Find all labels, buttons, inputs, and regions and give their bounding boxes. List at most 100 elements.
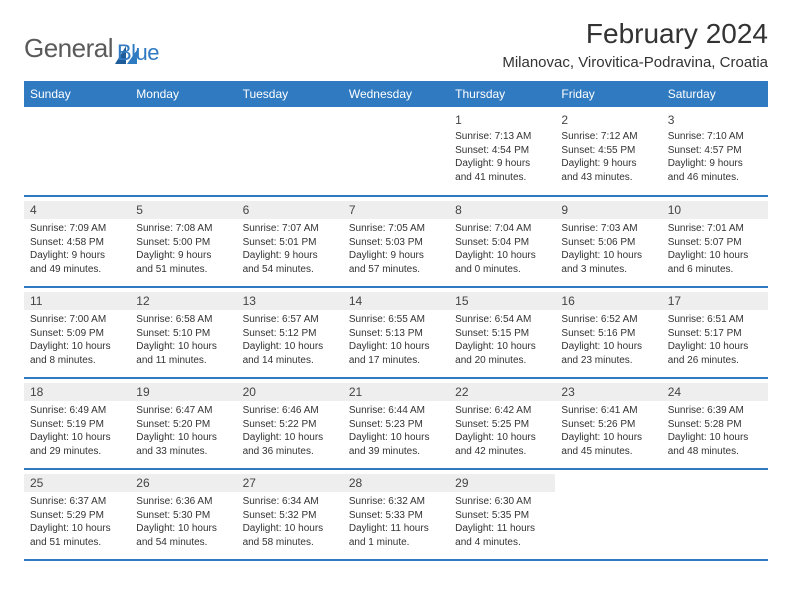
sunrise-text: Sunrise: 6:51 AM — [668, 313, 762, 327]
sunset-text: Sunset: 5:13 PM — [349, 327, 443, 341]
sunset-text: Sunset: 5:33 PM — [349, 509, 443, 523]
day-number: 29 — [449, 474, 555, 492]
sunset-text: Sunset: 5:15 PM — [455, 327, 549, 341]
sunset-text: Sunset: 5:10 PM — [136, 327, 230, 341]
day-number: 20 — [237, 383, 343, 401]
day-number: 8 — [449, 201, 555, 219]
daylight-text: Daylight: 9 hours and 49 minutes. — [30, 249, 124, 276]
day-cell: 10Sunrise: 7:01 AMSunset: 5:07 PMDayligh… — [662, 197, 768, 286]
day-number: 26 — [130, 474, 236, 492]
day-cell: 16 Sunrise: 6:52 AMSunset: 5:16 PMDayligh… — [555, 288, 661, 377]
sunrise-text: Sunrise: 7:13 AM — [455, 130, 549, 144]
daylight-text: Daylight: 9 hours and 51 minutes. — [136, 249, 230, 276]
day-cell: 4Sunrise: 7:09 AMSunset: 4:58 PMDaylight… — [24, 197, 130, 286]
sunset-text: Sunset: 5:17 PM — [668, 327, 762, 341]
day-cell: 14Sunrise: 6:55 AMSunset: 5:13 PMDayligh… — [343, 288, 449, 377]
sunrise-text: Sunrise: 7:03 AM — [561, 222, 655, 236]
title-block: February 2024 Milanovac, Virovitica-Podr… — [502, 18, 768, 71]
day-cell: 5Sunrise: 7:08 AMSunset: 5:00 PMDaylight… — [130, 197, 236, 286]
day-cell: 28Sunrise: 6:32 AMSunset: 5:33 PMDayligh… — [343, 470, 449, 559]
day-number: 9 — [555, 201, 661, 219]
sunrise-text: Sunrise: 6:47 AM — [136, 404, 230, 418]
logo-text-blue: Blue — [117, 40, 159, 66]
sunset-text: Sunset: 5:30 PM — [136, 509, 230, 523]
day-cell: 19Sunrise: 6:47 AMSunset: 5:20 PMDayligh… — [130, 379, 236, 468]
daylight-text: Daylight: 9 hours and 46 minutes. — [668, 157, 762, 184]
day-number: 21 — [343, 383, 449, 401]
sunset-text: Sunset: 4:58 PM — [30, 236, 124, 250]
sunset-text: Sunset: 5:32 PM — [243, 509, 337, 523]
location-text: Milanovac, Virovitica-Podravina, Croatia — [502, 54, 768, 71]
sunset-text: Sunset: 5:35 PM — [455, 509, 549, 523]
day-cell — [662, 470, 768, 559]
sunset-text: Sunset: 5:01 PM — [243, 236, 337, 250]
day-cell: 7Sunrise: 7:05 AMSunset: 5:03 PMDaylight… — [343, 197, 449, 286]
sunset-text: Sunset: 5:26 PM — [561, 418, 655, 432]
sunrise-text: Sunrise: 7:00 AM — [30, 313, 124, 327]
sunset-text: Sunset: 5:22 PM — [243, 418, 337, 432]
daylight-text: Daylight: 10 hours and 39 minutes. — [349, 431, 443, 458]
daylight-text: Daylight: 10 hours and 42 minutes. — [455, 431, 549, 458]
daylight-text: Daylight: 10 hours and 36 minutes. — [243, 431, 337, 458]
weekday-header: SundayMondayTuesdayWednesdayThursdayFrid… — [24, 81, 768, 107]
day-cell: 15Sunrise: 6:54 AMSunset: 5:15 PMDayligh… — [449, 288, 555, 377]
weekday-label: Tuesday — [237, 81, 343, 107]
weekday-label: Sunday — [24, 81, 130, 107]
day-number: 18 — [24, 383, 130, 401]
sunset-text: Sunset: 5:03 PM — [349, 236, 443, 250]
day-cell: 21Sunrise: 6:44 AMSunset: 5:23 PMDayligh… — [343, 379, 449, 468]
day-cell: 24Sunrise: 6:39 AMSunset: 5:28 PMDayligh… — [662, 379, 768, 468]
day-cell: 26Sunrise: 6:36 AMSunset: 5:30 PMDayligh… — [130, 470, 236, 559]
day-number: 13 — [237, 292, 343, 310]
daylight-text: Daylight: 10 hours and 6 minutes. — [668, 249, 762, 276]
sunset-text: Sunset: 5:07 PM — [668, 236, 762, 250]
sunset-text: Sunset: 5:23 PM — [349, 418, 443, 432]
sunset-text: Sunset: 5:20 PM — [136, 418, 230, 432]
sunrise-text: Sunrise: 6:52 AM — [561, 313, 655, 327]
daylight-text: Daylight: 9 hours and 43 minutes. — [561, 157, 655, 184]
sunset-text: Sunset: 5:16 PM — [561, 327, 655, 341]
daylight-text: Daylight: 10 hours and 54 minutes. — [136, 522, 230, 549]
day-number: 25 — [24, 474, 130, 492]
week-row: 11Sunrise: 7:00 AMSunset: 5:09 PMDayligh… — [24, 288, 768, 379]
sunrise-text: Sunrise: 6:55 AM — [349, 313, 443, 327]
week-row: 25Sunrise: 6:37 AMSunset: 5:29 PMDayligh… — [24, 470, 768, 561]
day-number: 15 — [449, 292, 555, 310]
day-number: 5 — [130, 201, 236, 219]
sunset-text: Sunset: 5:04 PM — [455, 236, 549, 250]
day-number: 3 — [668, 111, 762, 130]
weekday-label: Thursday — [449, 81, 555, 107]
sunrise-text: Sunrise: 6:41 AM — [561, 404, 655, 418]
sunrise-text: Sunrise: 6:57 AM — [243, 313, 337, 327]
daylight-text: Daylight: 10 hours and 29 minutes. — [30, 431, 124, 458]
sunrise-text: Sunrise: 6:49 AM — [30, 404, 124, 418]
day-cell: 12Sunrise: 6:58 AMSunset: 5:10 PMDayligh… — [130, 288, 236, 377]
day-number: 4 — [24, 201, 130, 219]
daylight-text: Daylight: 10 hours and 8 minutes. — [30, 340, 124, 367]
sunset-text: Sunset: 5:06 PM — [561, 236, 655, 250]
day-cell: 23Sunrise: 6:41 AMSunset: 5:26 PMDayligh… — [555, 379, 661, 468]
sunrise-text: Sunrise: 6:46 AM — [243, 404, 337, 418]
sunrise-text: Sunrise: 7:01 AM — [668, 222, 762, 236]
day-cell: 3Sunrise: 7:10 AMSunset: 4:57 PMDaylight… — [662, 107, 768, 195]
sunrise-text: Sunrise: 6:54 AM — [455, 313, 549, 327]
daylight-text: Daylight: 10 hours and 14 minutes. — [243, 340, 337, 367]
daylight-text: Daylight: 10 hours and 23 minutes. — [561, 340, 655, 367]
daylight-text: Daylight: 11 hours and 1 minute. — [349, 522, 443, 549]
week-row: 1Sunrise: 7:13 AMSunset: 4:54 PMDaylight… — [24, 107, 768, 197]
daylight-text: Daylight: 10 hours and 3 minutes. — [561, 249, 655, 276]
day-number: 16 — [555, 292, 661, 310]
day-number: 28 — [343, 474, 449, 492]
daylight-text: Daylight: 11 hours and 4 minutes. — [455, 522, 549, 549]
header-row: General Blue February 2024 Milanovac, Vi… — [24, 18, 768, 71]
daylight-text: Daylight: 10 hours and 45 minutes. — [561, 431, 655, 458]
sunset-text: Sunset: 5:25 PM — [455, 418, 549, 432]
sunrise-text: Sunrise: 7:05 AM — [349, 222, 443, 236]
day-number: 27 — [237, 474, 343, 492]
day-cell: 20 Sunrise: 6:46 AMSunset: 5:22 PMDayligh… — [237, 379, 343, 468]
day-number: 12 — [130, 292, 236, 310]
weekday-label: Wednesday — [343, 81, 449, 107]
sunset-text: Sunset: 4:55 PM — [561, 144, 655, 158]
sunrise-text: Sunrise: 7:08 AM — [136, 222, 230, 236]
day-cell — [343, 107, 449, 195]
